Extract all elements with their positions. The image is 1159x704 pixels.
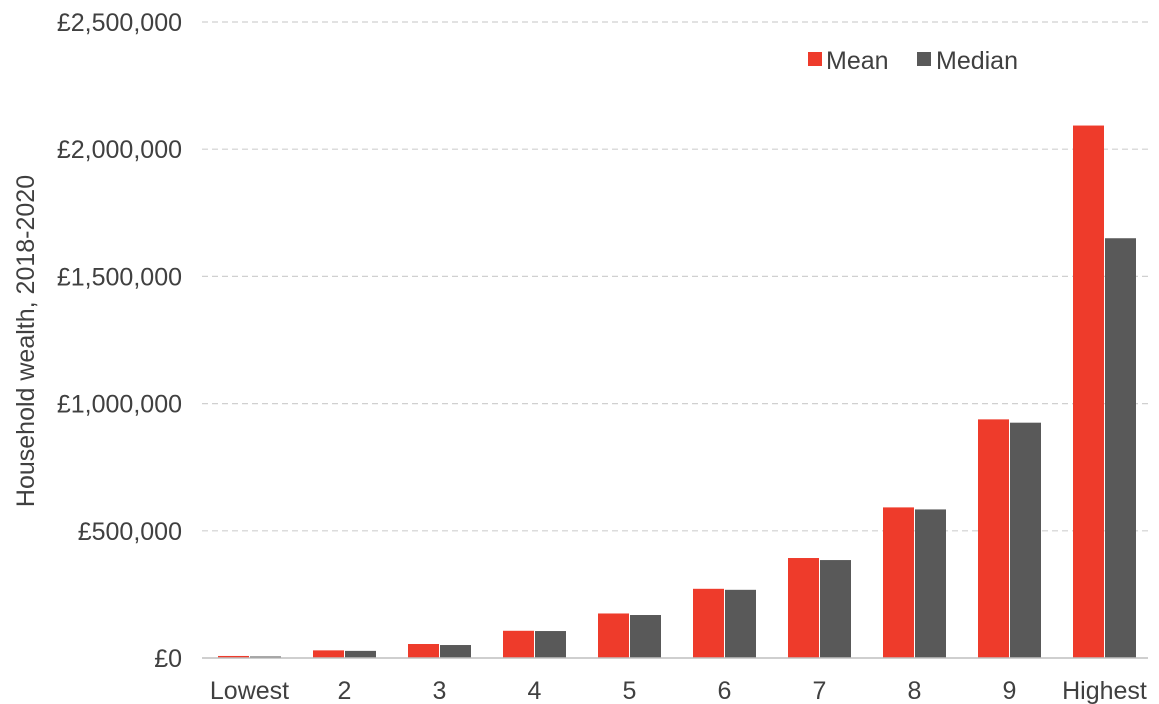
bar-mean: [408, 644, 439, 658]
bar-median: [820, 560, 851, 658]
legend-swatch-median: [917, 52, 931, 66]
x-tick-label: 4: [528, 677, 542, 704]
y-tick-label: £0: [154, 645, 182, 673]
legend-label-median: Median: [936, 47, 1018, 75]
legend-swatch-mean: [808, 52, 822, 66]
bar-median: [345, 650, 376, 658]
bar-median: [535, 631, 566, 658]
x-tick-label: 6: [718, 677, 732, 704]
y-axis-title: Household wealth, 2018-2020: [12, 175, 40, 507]
x-tick-label: 2: [338, 677, 352, 704]
x-tick-label: 9: [1003, 677, 1017, 704]
gridlines: [202, 21, 1148, 532]
bar-mean: [218, 655, 249, 658]
bar-mean: [978, 419, 1009, 658]
y-tick-label: £2,500,000: [57, 9, 182, 37]
x-tick-label: 5: [623, 677, 637, 704]
bar-median: [1105, 238, 1136, 659]
bar-median: [915, 509, 946, 658]
bar-median: [725, 589, 756, 658]
x-tick-label: 3: [433, 677, 447, 704]
bar-mean: [788, 558, 819, 658]
x-tick-label: 8: [908, 677, 922, 704]
x-tick-label: 7: [813, 677, 827, 704]
y-tick-label: £1,000,000: [57, 391, 182, 419]
x-tick-label: Highest: [1062, 677, 1147, 704]
bar-median: [1010, 422, 1041, 658]
legend: Mean Median: [808, 47, 1018, 75]
bar-mean: [883, 507, 914, 658]
y-tick-label: £2,000,000: [57, 136, 182, 164]
y-tick-label: £500,000: [78, 518, 182, 546]
bar-median: [440, 645, 471, 658]
bar-median: [250, 656, 281, 658]
y-axis-ticks: £0 £500,000 £1,000,000 £1,500,000 £2,000,000…: [57, 9, 182, 673]
legend-label-mean: Mean: [826, 47, 889, 75]
x-tick-label: Lowest: [210, 677, 289, 704]
bar-mean: [503, 630, 534, 658]
bar-median: [630, 615, 661, 658]
bar-mean: [1073, 125, 1104, 659]
bar-mean: [313, 650, 344, 658]
bars: [218, 125, 1136, 659]
y-tick-label: £1,500,000: [57, 263, 182, 291]
bar-mean: [598, 613, 629, 658]
bar-mean: [693, 588, 724, 658]
x-axis-ticks: Lowest 2 3 4 5 6 7 8 9 Highest: [210, 677, 1147, 704]
